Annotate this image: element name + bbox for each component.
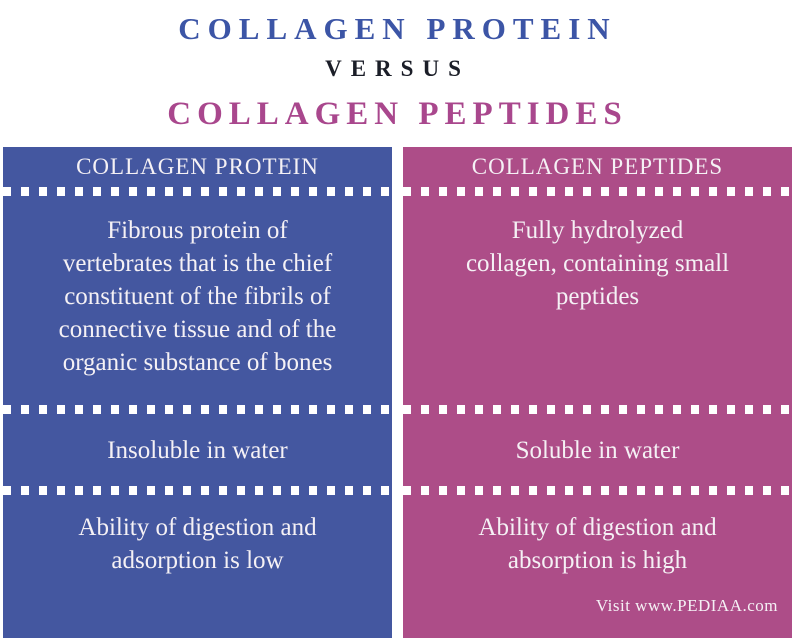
site-credit: Visit www.PEDIAA.com	[595, 596, 778, 615]
dashed-divider	[3, 405, 392, 414]
dashed-divider	[403, 187, 792, 196]
title-versus: VERSUS	[325, 56, 470, 81]
dashed-divider	[403, 486, 792, 495]
title-collagen-protein: COLLAGEN PROTEIN	[178, 11, 617, 46]
cell-protein-digestion: Ability of digestion and adsorption is l…	[78, 514, 317, 574]
cell-peptides-definition: Fully hydrolyzed collagen, containing sm…	[465, 217, 730, 310]
cell-protein-definition: Fibrous protein of vertebrates that is t…	[58, 217, 337, 376]
dashed-divider	[3, 486, 392, 495]
column-collagen-peptides: COLLAGEN PEPTIDES Fully hydrolyzed colla…	[403, 147, 792, 638]
cell-peptides-solubility: Soluble in water	[515, 436, 680, 464]
column-header-collagen-protein: COLLAGEN PROTEIN	[76, 154, 319, 179]
column-collagen-protein: COLLAGEN PROTEIN Fibrous protein of vert…	[3, 147, 392, 638]
cell-protein-solubility: Insoluble in water	[107, 436, 288, 464]
title-collagen-peptides: COLLAGEN PEPTIDES	[167, 96, 628, 132]
column-header-collagen-peptides: COLLAGEN PEPTIDES	[471, 154, 724, 179]
title-block: COLLAGEN PROTEIN VERSUS COLLAGEN PEPTIDE…	[0, 0, 795, 136]
dashed-divider	[3, 187, 392, 196]
dashed-divider	[403, 405, 792, 414]
comparison-table: COLLAGEN PROTEIN Fibrous protein of vert…	[3, 147, 792, 638]
cell-peptides-digestion: Ability of digestion and absorption is h…	[478, 514, 717, 574]
